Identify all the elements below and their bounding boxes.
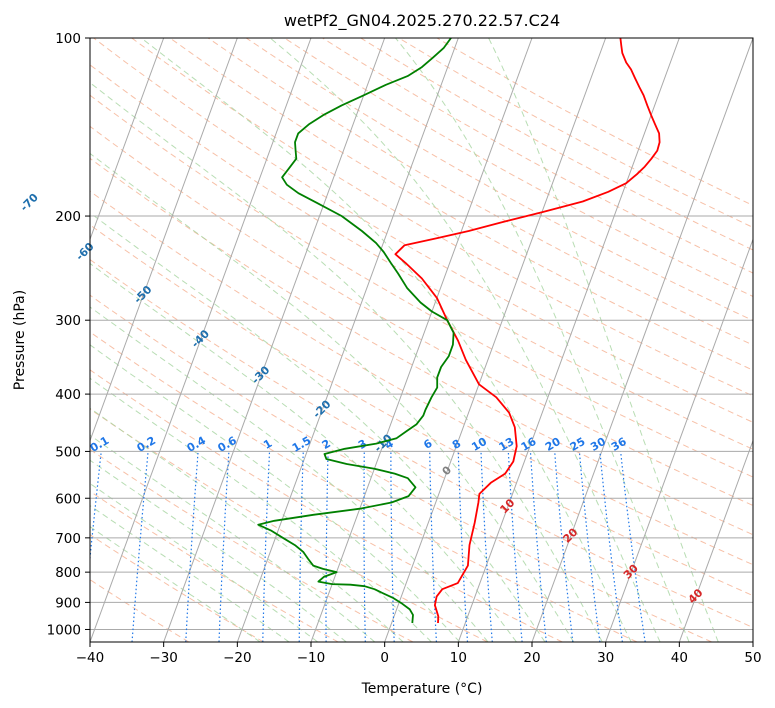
dry-adiabat — [90, 224, 753, 597]
moist-adiabat — [90, 82, 603, 642]
dry-adiabat — [131, 38, 753, 397]
dry-adiabat — [90, 369, 563, 642]
isotherm-line — [678, 439, 753, 642]
dry-adiabat — [90, 534, 264, 642]
dry-adiabat — [90, 408, 488, 642]
plot-area — [90, 38, 753, 642]
x-tick-label: −10 — [297, 650, 326, 666]
isotherm-line — [236, 38, 459, 642]
moist-adiabat — [90, 482, 319, 642]
dry-adiabat — [90, 294, 712, 642]
dry-adiabat — [245, 38, 753, 322]
mixing-ratio-line — [620, 451, 646, 642]
isotherm-line — [90, 38, 312, 642]
moist-adiabat — [90, 434, 376, 642]
moist-adiabat — [395, 38, 690, 642]
x-tick-label: −40 — [76, 650, 105, 666]
dewpoint-profile — [257, 38, 455, 624]
moist-adiabat — [90, 306, 489, 642]
x-tick-label: −20 — [223, 650, 252, 666]
x-tick-label: 40 — [671, 650, 688, 666]
dry-adiabat — [90, 125, 753, 507]
y-tick-label: 400 — [55, 387, 81, 403]
isotherm-line — [163, 38, 386, 642]
x-tick-label: −30 — [149, 650, 178, 666]
moist-adiabat — [140, 38, 632, 642]
y-tick-label: 100 — [55, 31, 81, 47]
y-tick-label: 700 — [55, 531, 81, 547]
isotherm-line — [384, 38, 607, 642]
mixing-ratio-line — [554, 451, 574, 642]
axes-frame — [89, 37, 754, 643]
isotherm-line — [90, 38, 238, 443]
y-tick-label: 800 — [55, 565, 81, 581]
moist-adiabat — [90, 152, 575, 642]
isotherm-line — [605, 237, 753, 642]
moist-adiabat — [488, 38, 719, 642]
x-tick-label: 10 — [450, 650, 467, 666]
x-tick-label: 20 — [523, 650, 540, 666]
isotherm-line — [531, 38, 753, 642]
y-tick-label: 1000 — [47, 622, 81, 638]
dry-adiabat — [90, 64, 753, 450]
moist-adiabat — [90, 526, 261, 642]
moist-adiabat — [90, 262, 517, 642]
y-axis-label: Pressure (hPa) — [12, 290, 28, 390]
moist-adiabat — [90, 212, 546, 642]
dry-adiabat — [93, 38, 753, 423]
mixing-ratio-line — [90, 451, 102, 564]
moist-adiabat — [269, 38, 661, 642]
y-tick-label: 600 — [55, 491, 81, 507]
dry-adiabat — [90, 258, 753, 629]
x-tick-label: 50 — [744, 650, 761, 666]
mixing-ratio-line — [578, 451, 601, 642]
x-tick-label: 0 — [380, 650, 389, 666]
y-tick-label: 500 — [55, 444, 81, 460]
isotherm-line — [310, 38, 533, 642]
moist-adiabat — [90, 377, 432, 642]
moist-adiabat — [90, 504, 290, 642]
chart-title: wetPf2_GN04.2025.270.22.57.C24 — [284, 11, 560, 31]
dry-adiabat — [90, 157, 753, 536]
dry-adiabat — [207, 38, 753, 346]
axes-ticks: −40 −30 −20 −10 0 10 20 30 40 50 100 200 300 400 500 60… — [47, 31, 762, 666]
isotherm-line — [457, 38, 680, 642]
x-axis-label: Temperature (°C) — [361, 681, 483, 697]
temperature-profile — [394, 38, 661, 624]
moist-adiabat — [90, 407, 404, 642]
y-tick-label: 200 — [55, 209, 81, 225]
dry-adiabat — [90, 490, 339, 642]
isotherm-line — [90, 38, 165, 241]
mixing-ratio-line — [599, 451, 623, 642]
y-tick-label: 300 — [55, 313, 81, 329]
x-tick-label: 30 — [597, 650, 614, 666]
moist-adiabat — [90, 344, 461, 642]
y-tick-label: 900 — [55, 595, 81, 611]
